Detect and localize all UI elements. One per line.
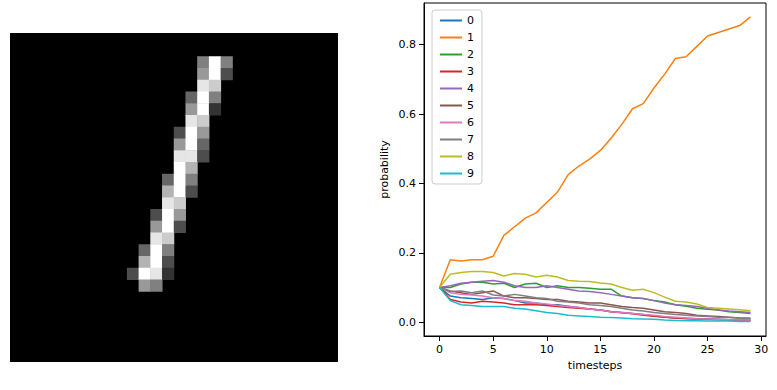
svg-text:0: 0 <box>436 343 443 356</box>
svg-text:3: 3 <box>467 65 474 78</box>
svg-text:20: 20 <box>647 343 661 356</box>
svg-text:4: 4 <box>467 82 474 95</box>
svg-text:25: 25 <box>701 343 715 356</box>
svg-text:0.4: 0.4 <box>399 177 417 190</box>
svg-text:7: 7 <box>467 133 474 146</box>
svg-text:6: 6 <box>467 116 474 129</box>
svg-text:0.2: 0.2 <box>399 246 417 259</box>
svg-text:0.0: 0.0 <box>399 316 417 329</box>
svg-text:timesteps: timesteps <box>568 359 623 372</box>
svg-text:15: 15 <box>593 343 607 356</box>
svg-text:5: 5 <box>490 343 497 356</box>
svg-text:30: 30 <box>754 343 768 356</box>
svg-text:probability: probability <box>378 140 391 199</box>
svg-text:0.6: 0.6 <box>399 108 417 121</box>
svg-text:9: 9 <box>467 167 474 180</box>
svg-text:0: 0 <box>467 14 474 27</box>
svg-text:0.8: 0.8 <box>399 38 417 51</box>
svg-text:8: 8 <box>467 150 474 163</box>
svg-text:5: 5 <box>467 99 474 112</box>
svg-text:2: 2 <box>467 48 474 61</box>
svg-text:10: 10 <box>540 343 554 356</box>
svg-text:1: 1 <box>467 31 474 44</box>
